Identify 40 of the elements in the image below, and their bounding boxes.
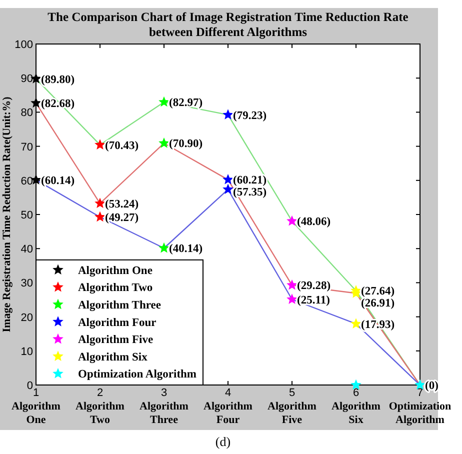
data-label: (82.97) [169, 97, 203, 110]
data-label: (60.14) [41, 174, 75, 187]
legend-label: Algorithm Four [78, 316, 156, 329]
data-label: (49.27) [105, 212, 139, 224]
y-tick-label: 90 [20, 73, 33, 86]
y-tick-label: 10 [20, 346, 33, 358]
y-tick-label: 40 [20, 244, 33, 256]
legend-label: Algorithm One [78, 264, 152, 277]
data-label: (27.64) [361, 286, 395, 298]
y-tick-label: 0 [26, 380, 33, 392]
x-tick-label: 4 Algorithm Four [204, 387, 252, 426]
legend-label: Algorithm Two [78, 282, 153, 294]
data-label: (25.11) [297, 294, 330, 306]
legend-label: Algorithm Five [78, 334, 154, 346]
legend-label: Optimization Algorithm [78, 368, 197, 381]
y-tick-label: 30 [20, 278, 33, 290]
x-tick-label: 6 Algorithm Six [332, 387, 380, 426]
x-tick-label: 3 Algorithm Three [140, 387, 188, 426]
data-label: (89.80) [41, 74, 75, 86]
data-label: (53.24) [105, 198, 139, 210]
legend-label: Algorithm Three [78, 300, 161, 312]
text: (d) [215, 434, 231, 449]
data-label: (70.90) [169, 138, 203, 150]
y-tick-label: 70 [20, 141, 33, 154]
data-label: (70.43) [105, 140, 139, 152]
data-label: (48.06) [297, 216, 331, 228]
y-tick-label: 60 [20, 175, 33, 188]
y-tick-label: 100 [14, 39, 33, 51]
y-tick-label: 50 [20, 210, 33, 222]
y-tick-label: 20 [20, 312, 33, 324]
data-label: (40.14) [169, 243, 203, 256]
y-axis-title: Image Registration Time Reduction Rate(Unit:%) [1, 96, 13, 332]
x-tick-label: 2 Algorithm Two [76, 387, 124, 426]
y-tick-label: 80 [20, 107, 33, 120]
chart-title: The Comparison Chart of Image Registration Time Reduction Rate between Different Algorithms [48, 10, 409, 39]
data-label: (60.21) [233, 174, 267, 187]
legend-label: Algorithm Six [78, 351, 148, 364]
data-label: (82.68) [41, 98, 75, 110]
data-label: (79.23) [233, 110, 267, 122]
x-tick-label: 5 Algorithm Five [268, 387, 316, 426]
